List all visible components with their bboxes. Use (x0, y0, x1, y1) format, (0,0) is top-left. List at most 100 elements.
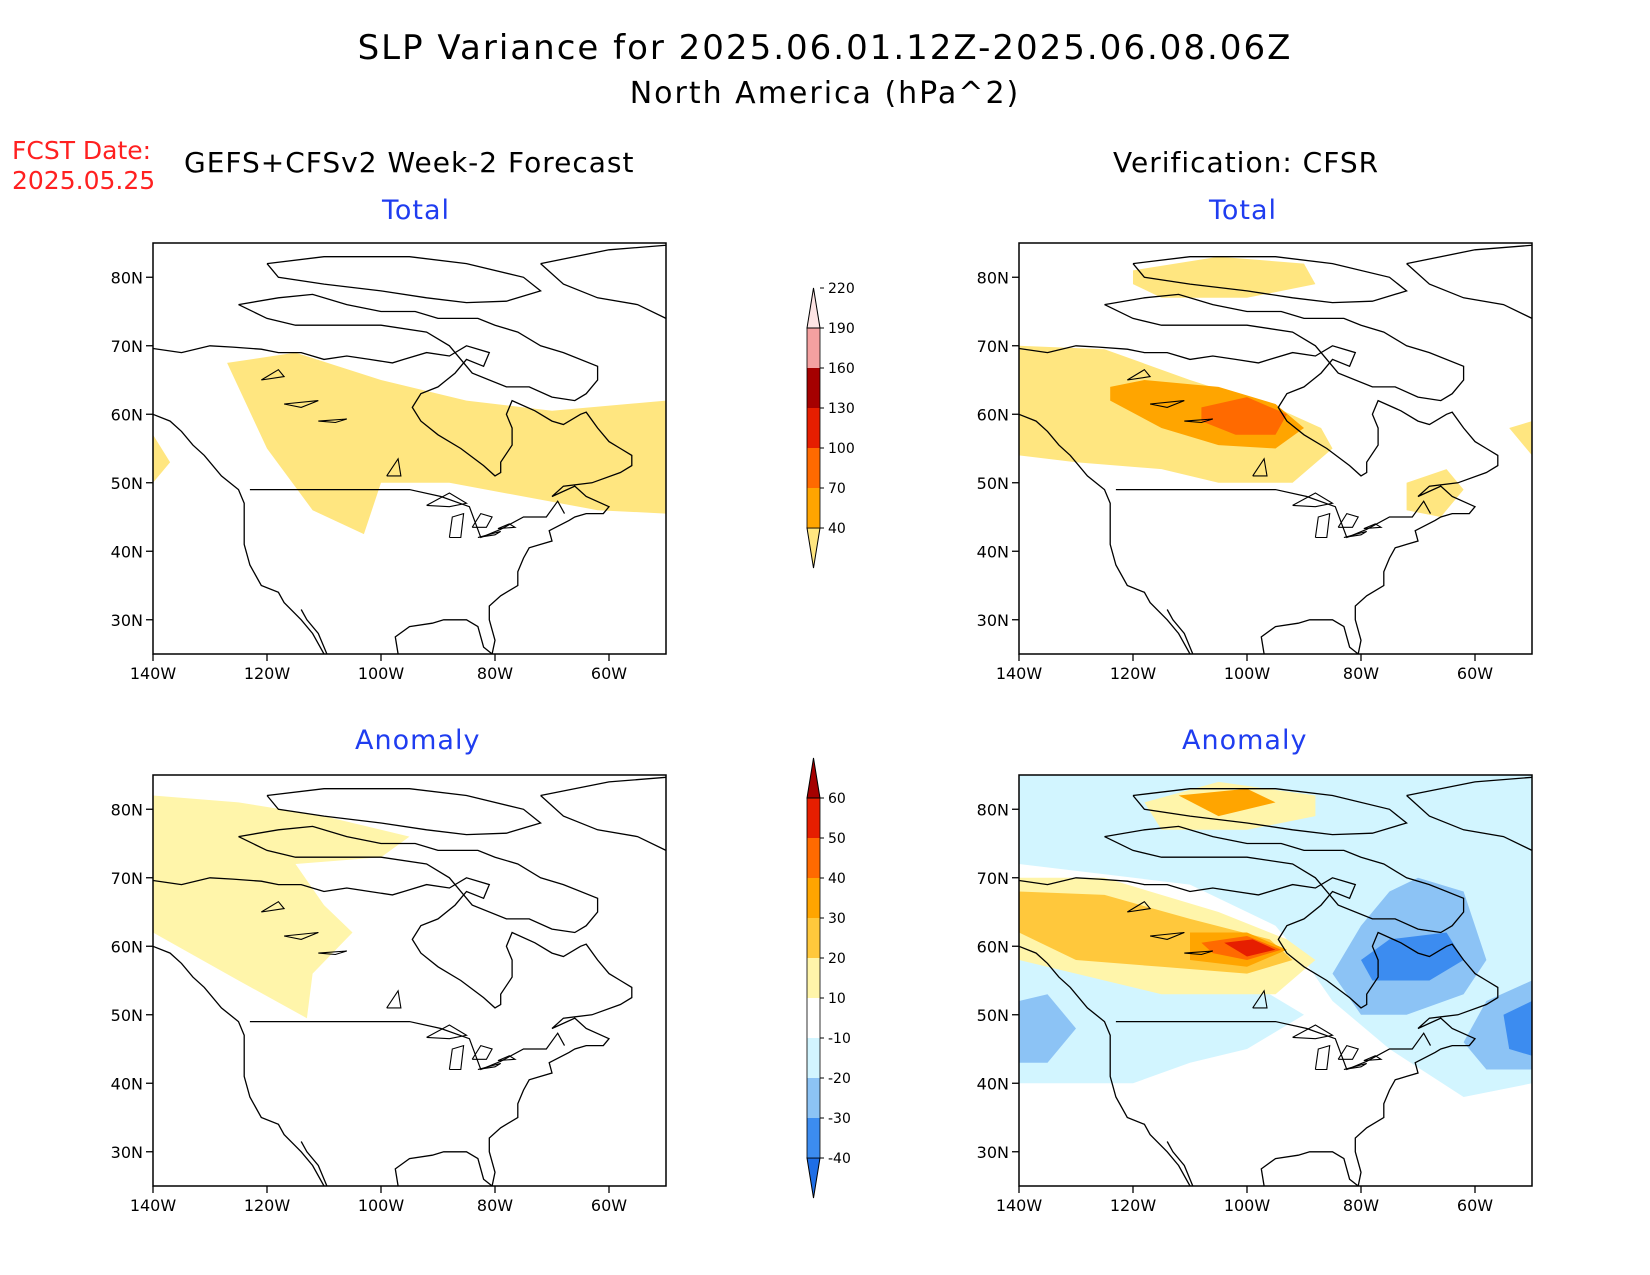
shaded-region (1224, 939, 1276, 957)
lake-outline (283, 400, 319, 408)
lon-tick-label: 100W (358, 664, 405, 683)
lon-tick-label: 60W (1457, 1196, 1493, 1215)
lake-outline (1292, 1024, 1335, 1040)
lake-outline (1149, 400, 1185, 408)
lon-tick-label: 140W (996, 664, 1043, 683)
map-panel-2: 80N 70N 60N 50N 40N 30N 140W 120W 100W 80W 60W (977, 242, 1533, 683)
lon-tick-label: 100W (358, 1196, 405, 1215)
lat-tick-label: 50N (111, 1006, 143, 1025)
lon-tick-label: 80W (1343, 664, 1379, 683)
colorbar-label: 50 (828, 831, 846, 847)
lat-tick-label: 50N (977, 1006, 1009, 1025)
coastline (1019, 945, 1191, 1186)
lake-outline (1127, 900, 1152, 913)
fcst-date-value: 2025.05.25 (12, 166, 156, 195)
colorbar-box (807, 1118, 820, 1158)
lat-tick-label: 60N (977, 937, 1009, 956)
map-panel-4: 80N 70N 60N 50N 40N 30N 140W 120W 100W 80W 60W (977, 774, 1533, 1215)
panel-title-forecast-anomaly: Anomaly (355, 725, 481, 756)
map-frame (1018, 242, 1533, 655)
lake-outline (1343, 1062, 1367, 1071)
coastline (1104, 825, 1465, 934)
map-frame (152, 774, 667, 1187)
shaded-region (1201, 397, 1287, 435)
colorbar-label: 40 (828, 871, 846, 887)
coastline (1132, 788, 1408, 836)
lon-tick-label: 140W (996, 1196, 1043, 1215)
colorbar-box (807, 408, 820, 448)
colorbar-label: 10 (828, 991, 846, 1007)
colorbar-frame (806, 797, 821, 1159)
lake-outline (386, 457, 402, 477)
colorbar-box (807, 798, 820, 838)
lon-tick-label: 100W (1224, 1196, 1271, 1215)
lat-tick-label: 60N (111, 405, 143, 424)
lon-tick-label: 120W (1110, 1196, 1157, 1215)
coastline (300, 1141, 328, 1186)
colorbar-label: 30 (828, 911, 846, 927)
coastline (1132, 256, 1408, 304)
shaded-region (1019, 994, 1076, 1063)
lake-outline (448, 512, 465, 539)
shaded-region (1503, 1001, 1532, 1056)
coastline (1019, 345, 1499, 654)
lake-outline (1343, 530, 1367, 539)
colorbar-label: 190 (828, 321, 855, 337)
lon-tick-label: 120W (1110, 664, 1157, 683)
coastline (1406, 263, 1532, 319)
lake-outline (497, 1055, 517, 1062)
panel-title-forecast-total: Total (382, 195, 451, 226)
lon-tick-label: 80W (477, 1196, 513, 1215)
coastline (540, 776, 666, 797)
coastline (540, 244, 666, 265)
lake-outline (426, 1024, 469, 1040)
lon-tick-label: 140W (130, 664, 177, 683)
coastline (1104, 293, 1465, 402)
lat-tick-label: 30N (111, 1143, 143, 1162)
shaded-region (1133, 256, 1316, 298)
colorbar-total: 40 70 100 130 160 190 220 (806, 281, 855, 569)
lat-tick-label: 80N (977, 800, 1009, 819)
colorbar-label: 70 (828, 481, 846, 497)
lake-outline (1127, 368, 1152, 381)
lon-tick-label: 140W (130, 1196, 177, 1215)
lake-outline (1314, 512, 1331, 539)
lake-outline (1363, 523, 1383, 530)
lon-tick-label: 120W (244, 1196, 291, 1215)
lake-outline (318, 950, 347, 956)
colorbar-box (807, 328, 820, 368)
lat-tick-label: 70N (111, 869, 143, 888)
colorbar-box (807, 838, 820, 878)
lake-outline (318, 418, 347, 424)
lake-outline (386, 989, 402, 1009)
lake-outline (1337, 512, 1360, 528)
colorbar-label: 100 (828, 441, 855, 457)
lake-outline (261, 900, 286, 913)
lat-tick-label: 80N (111, 800, 143, 819)
colorbar-label: 160 (828, 361, 855, 377)
lat-tick-label: 30N (977, 611, 1009, 630)
lake-outline (1314, 1044, 1331, 1071)
coastline (1019, 877, 1499, 1186)
coastline (1406, 244, 1532, 265)
left-column-title: GEFS+CFSv2 Week-2 Forecast (184, 146, 635, 179)
colorbar-label: -10 (828, 1031, 851, 1047)
lon-tick-label: 120W (244, 664, 291, 683)
map-frame (1018, 774, 1533, 1187)
lake-outline (426, 492, 469, 508)
lat-tick-label: 70N (111, 337, 143, 356)
lon-tick-label: 100W (1224, 664, 1271, 683)
colorbar-label: -40 (828, 1151, 851, 1167)
lat-tick-label: 80N (111, 268, 143, 287)
lat-tick-label: 60N (977, 405, 1009, 424)
lake-outline (283, 931, 319, 940)
colorbar-label: 220 (828, 281, 855, 297)
coastline (153, 877, 633, 1186)
lat-tick-label: 50N (977, 474, 1009, 493)
colorbar-box (807, 918, 820, 958)
colorbar-box (807, 878, 820, 918)
shaded-region (1509, 421, 1532, 456)
coastline (266, 256, 542, 304)
coastline (1019, 413, 1191, 654)
colorbar-label: -20 (828, 1071, 851, 1087)
